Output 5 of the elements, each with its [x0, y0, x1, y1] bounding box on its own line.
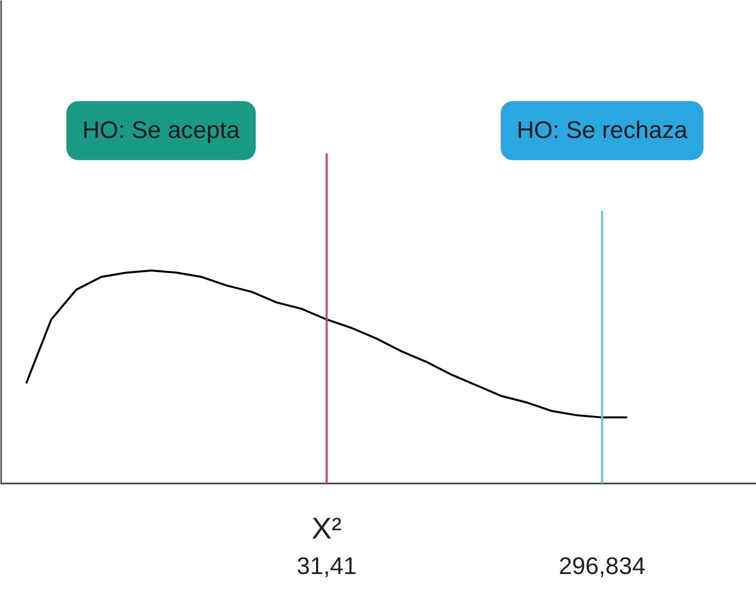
text: HO: Se acepta [82, 117, 240, 144]
text: HO: Se rechaza [516, 117, 688, 144]
x-tick-label: 31,41 [296, 552, 357, 580]
text: X² [312, 512, 342, 546]
x-tick-label: 296,834 [558, 552, 646, 580]
